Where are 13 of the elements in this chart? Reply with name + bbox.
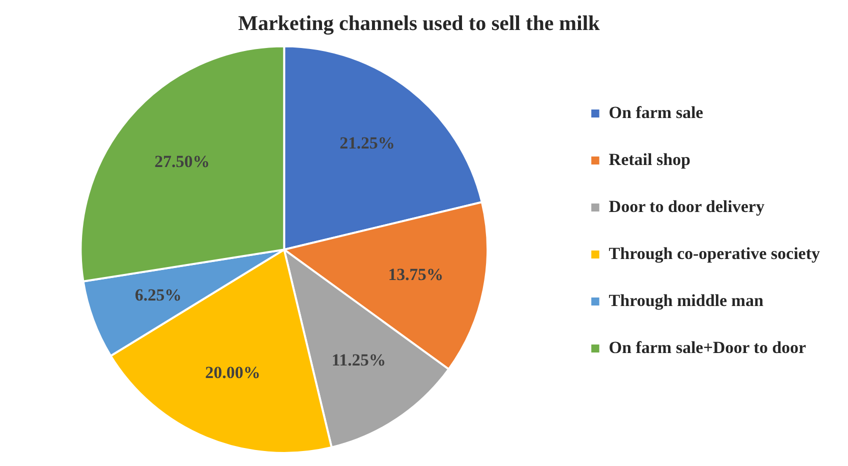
data-label: 21.25% (340, 134, 395, 153)
legend-label: On farm sale (608, 102, 704, 122)
data-label: 13.75% (388, 265, 444, 284)
chart-title: Marketing channels used to sell the milk (238, 11, 600, 36)
legend-label: Through co-operative society (608, 244, 820, 263)
legend-label: Through middle man (608, 290, 764, 310)
data-label: 27.50% (154, 152, 210, 171)
legend-label: On farm sale+Door to door (608, 338, 807, 357)
data-label: 20.00% (205, 363, 260, 382)
legend-label: Door to door delivery (608, 196, 765, 216)
data-label: 11.25% (332, 350, 386, 370)
data-label: 6.25% (134, 285, 182, 304)
legend-label: Retail shop (608, 150, 691, 169)
